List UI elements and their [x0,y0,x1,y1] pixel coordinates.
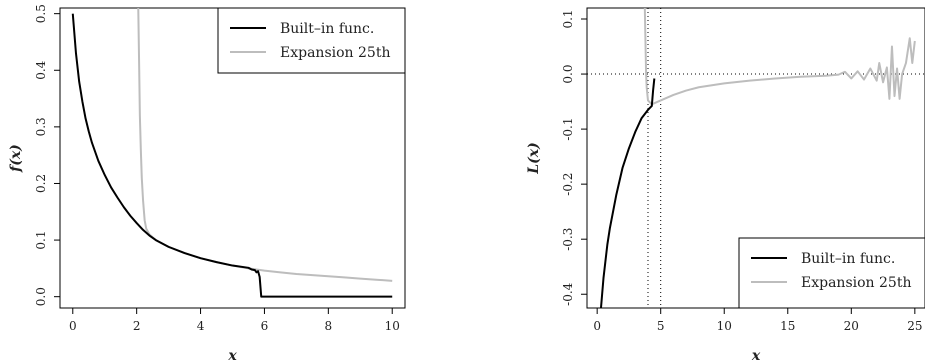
y-axis-title: f(x) [8,144,24,173]
x-tick-label: 25 [907,319,922,333]
y-tick-label: 0.5 [34,4,48,23]
legend-label: Expansion 25th [801,275,911,291]
x-tick-label: 5 [657,319,665,333]
y-axis-title: L(x) [526,142,542,174]
x-tick-label: 15 [780,319,795,333]
series-line-built-in [71,13,393,298]
x-axis-title: x [227,348,237,364]
legend-box [738,237,925,309]
x-tick-label: 0 [69,319,77,333]
legend-label: Built–in func. [801,251,895,267]
y-tick-label: 0.4 [34,60,48,79]
x-tick-label: 0 [593,319,601,333]
y-tick-label: 0.1 [34,231,48,250]
y-tick-label: -0.1 [561,118,575,141]
plot-panel-1: 0 2 4 6 8 10 0.0 0.1 0.2 0.3 0.4 0.5 x f(x) Built–in f… [8,4,406,364]
y-tick-label: 0.0 [34,287,48,306]
legend-label: Expansion 25th [280,45,390,61]
y-tick-label: 0.1 [561,9,575,28]
y-tick-label: 0.2 [34,174,48,193]
legend-box [217,7,406,74]
y-tick-label: -0.3 [561,228,575,251]
x-tick-label: 8 [325,319,333,333]
x-axis-title: x [751,348,761,364]
y-tick-label: 0.0 [561,65,575,84]
y-tick-label: -0.4 [561,282,575,306]
series-line-expansion [643,8,916,106]
x-tick-label: 2 [133,319,141,333]
legend-label: Built–in func. [280,21,374,37]
plot-panel-2: 0 5 10 15 20 25 -0.4 -0.3 -0.2 -0.1 0.0 0.1 x L(x) Bui… [526,7,925,364]
x-tick-label: 20 [844,319,859,333]
series-line-built-in [599,78,656,308]
x-tick-label: 10 [385,319,400,333]
y-tick-label: 0.3 [34,117,48,136]
x-tick-label: 4 [197,319,205,333]
y-tick-label: -0.2 [561,173,575,196]
x-tick-label: 10 [717,319,732,333]
x-tick-label: 6 [261,319,269,333]
